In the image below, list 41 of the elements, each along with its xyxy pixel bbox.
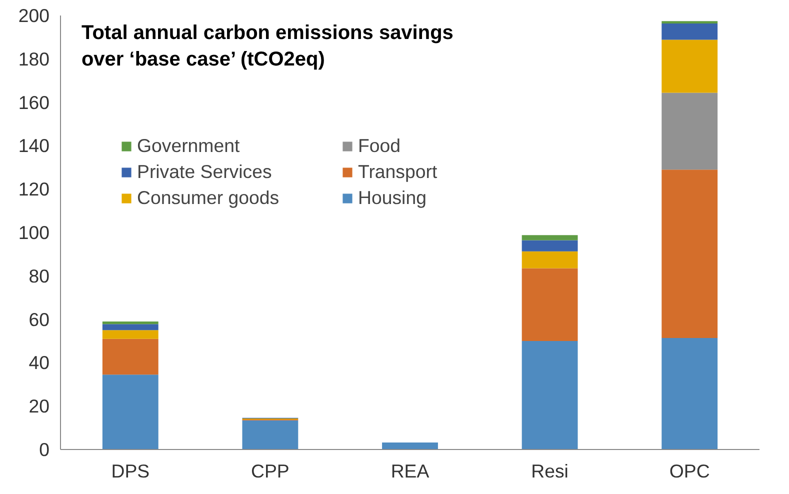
y-tick-label: 40 xyxy=(28,352,50,374)
y-tick-label: 100 xyxy=(18,222,50,243)
bar xyxy=(102,330,158,339)
bar xyxy=(382,442,438,450)
y-tick-label: 180 xyxy=(18,48,50,70)
bar xyxy=(662,92,718,170)
bar xyxy=(662,338,718,450)
bar xyxy=(522,240,578,252)
bar xyxy=(662,40,718,93)
bar xyxy=(662,170,718,338)
y-tick-label: 80 xyxy=(28,265,50,286)
legend-label: Government xyxy=(137,135,241,157)
x-tick-label: Resi xyxy=(531,460,568,482)
x-tick-label: OPC xyxy=(669,460,710,482)
legend-label: Transport xyxy=(358,161,438,183)
x-tick-label: REA xyxy=(390,460,430,482)
y-tick-label: 20 xyxy=(28,396,50,417)
bar xyxy=(522,235,578,240)
legend-label: Housing xyxy=(358,187,428,209)
bar xyxy=(522,251,578,268)
bar xyxy=(102,324,158,330)
y-tick-label: 60 xyxy=(28,308,50,330)
legend-label: Private Services xyxy=(137,161,273,183)
bar xyxy=(102,338,158,375)
legend-label: Food xyxy=(358,135,402,157)
y-tick-label: 0 xyxy=(39,439,50,460)
legend-label: Consumer goods xyxy=(137,187,280,209)
y-tick-label: 120 xyxy=(18,178,50,200)
bar xyxy=(522,268,578,341)
bar xyxy=(242,420,298,450)
y-tick-label: 200 xyxy=(18,5,50,26)
bar xyxy=(662,21,718,24)
y-tick-label: 160 xyxy=(18,92,50,113)
bar xyxy=(102,374,158,450)
text: Total annual carbon emissions savings over ‘base case’ (tCO2eq) xyxy=(81,22,454,70)
bar xyxy=(102,321,158,324)
x-tick-label: DPS xyxy=(111,460,150,482)
x-tick-label: CPP xyxy=(251,460,290,482)
y-tick-label: 140 xyxy=(18,135,50,156)
bar xyxy=(662,24,718,40)
bar xyxy=(522,341,578,450)
